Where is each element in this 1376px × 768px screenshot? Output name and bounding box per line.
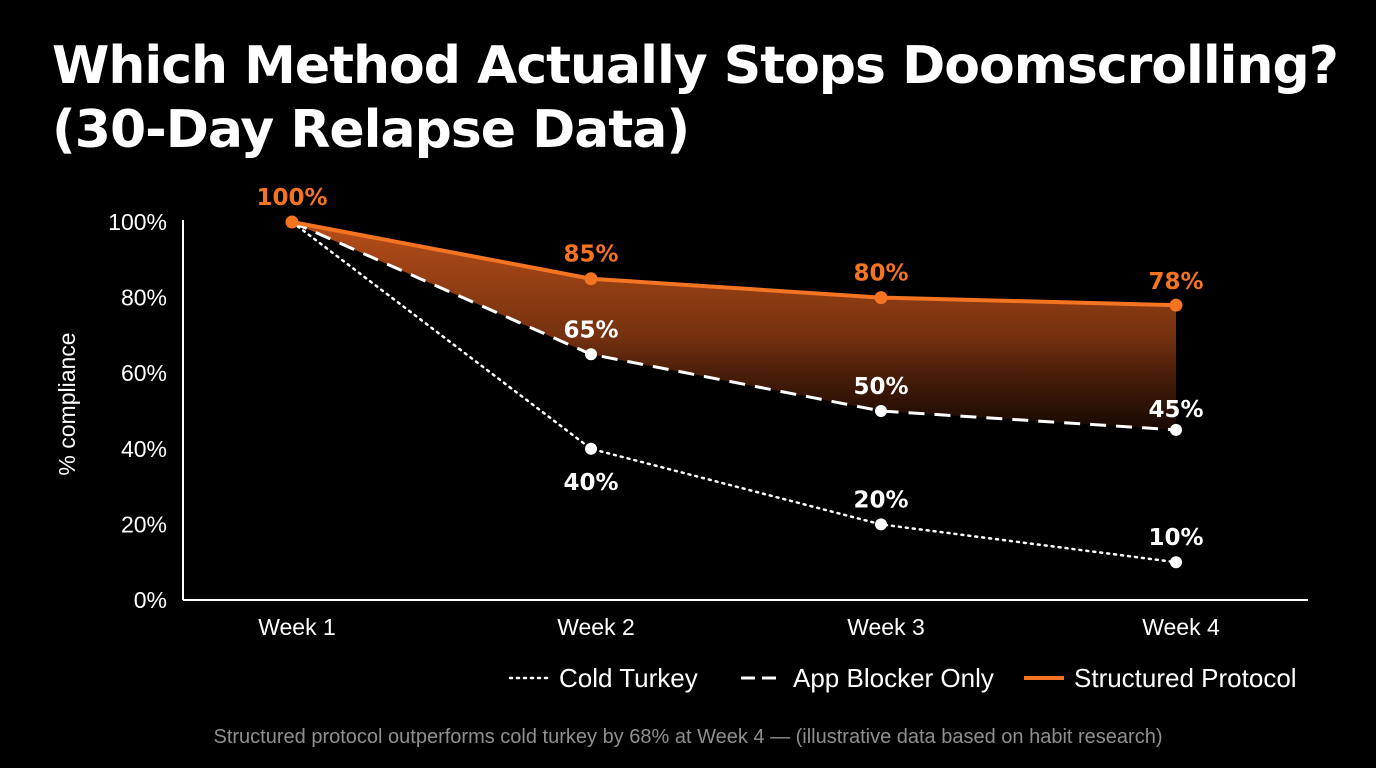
y-axis-label: % compliance	[54, 332, 80, 475]
data-point-app-blocker-only	[1170, 423, 1182, 436]
structured-vs-app-blocker-gap-area	[292, 222, 1176, 430]
legend-label-app-blocker-only: App Blocker Only	[793, 663, 994, 693]
data-label-cold-turkey: 20%	[853, 487, 908, 513]
x-tick-label: Week 3	[847, 614, 925, 640]
data-label-cold-turkey: 10%	[1148, 525, 1203, 551]
y-tick-label: 80%	[121, 285, 167, 311]
series-layer	[285, 215, 1183, 569]
legend: Cold Turkey App Blocker Only Structured Pr…	[508, 663, 1297, 693]
chart-title: Which Method Actually Stops Doomscrollin…	[52, 34, 1352, 162]
data-label-app-blocker-only: 45%	[1148, 397, 1203, 423]
chart-title-line-1: Which Method Actually Stops Doomscrollin…	[52, 36, 1339, 96]
data-label-structured-protocol: 78%	[1148, 269, 1203, 295]
y-tick-label: 40%	[121, 436, 167, 462]
data-label-structured-protocol: 80%	[853, 261, 908, 287]
x-tick-label: Week 1	[258, 614, 336, 640]
data-label-structured-protocol: 85%	[563, 242, 618, 268]
footnote: Structured protocol outperforms cold tur…	[213, 726, 1163, 748]
x-tick-label: Week 4	[1142, 614, 1220, 640]
data-label-structured-protocol: 100%	[256, 185, 327, 211]
axes: 0% 20% 40% 60% 80% 100% Week 1 Week 2 Week 3 Week…	[54, 209, 1308, 640]
data-point-structured-protocol	[584, 272, 598, 286]
data-point-cold-turkey	[585, 442, 597, 455]
data-point-structured-protocol	[874, 291, 888, 305]
data-label-cold-turkey: 40%	[563, 470, 618, 496]
data-label-app-blocker-only: 50%	[853, 374, 908, 400]
data-labels: 40% 20% 10% 65% 50% 45% 100% 85% 80% 78%	[256, 185, 1203, 551]
area-layer	[292, 222, 1176, 430]
series-line-app-blocker-only	[291, 220, 1177, 432]
data-point-structured-protocol	[285, 215, 299, 229]
y-tick-label: 0%	[134, 587, 167, 613]
data-point-cold-turkey	[1170, 556, 1182, 569]
legend-item-structured-protocol: Structured Protocol	[1024, 663, 1297, 693]
data-point-app-blocker-only	[585, 348, 597, 361]
chart-title-line-2: (30-Day Relapse Data)	[52, 100, 690, 160]
y-tick-label: 100%	[108, 209, 167, 235]
data-point-app-blocker-only	[875, 405, 887, 417]
y-tick-label: 60%	[121, 360, 167, 386]
data-point-cold-turkey	[875, 518, 887, 531]
legend-label-cold-turkey: Cold Turkey	[559, 663, 698, 693]
legend-item-app-blocker-only: App Blocker Only	[741, 663, 994, 693]
x-tick-label: Week 2	[557, 614, 635, 640]
data-label-app-blocker-only: 65%	[563, 317, 618, 343]
series-line-cold-turkey	[290, 220, 1178, 564]
series-line-structured-protocol	[291, 220, 1177, 308]
data-point-structured-protocol	[1169, 298, 1183, 312]
legend-label-structured-protocol: Structured Protocol	[1074, 663, 1297, 693]
series-cold-turkey	[286, 216, 1182, 569]
series-structured-protocol	[285, 215, 1183, 312]
legend-item-cold-turkey: Cold Turkey	[508, 663, 698, 693]
y-tick-label: 20%	[121, 511, 167, 537]
